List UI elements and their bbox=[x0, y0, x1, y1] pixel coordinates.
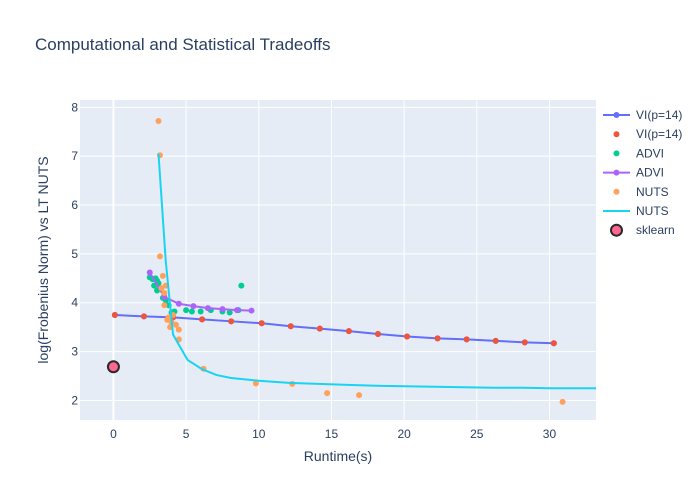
data-point bbox=[197, 308, 204, 315]
x-tick-label: 30 bbox=[543, 427, 557, 441]
data-point bbox=[324, 390, 331, 397]
data-point bbox=[161, 302, 168, 309]
legend-item[interactable]: NUTS bbox=[613, 185, 669, 199]
x-tick-label: 0 bbox=[110, 427, 117, 441]
data-point bbox=[248, 307, 255, 314]
x-tick-label: 20 bbox=[397, 427, 411, 441]
y-tick-label: 6 bbox=[71, 198, 78, 212]
series-line bbox=[114, 313, 554, 345]
data-point bbox=[158, 285, 165, 292]
y-tick-label: 5 bbox=[71, 247, 78, 261]
data-point bbox=[434, 335, 441, 342]
plot-background bbox=[80, 100, 596, 420]
x-tick-label: 10 bbox=[252, 427, 266, 441]
data-point bbox=[404, 333, 411, 340]
legend-swatch-marker bbox=[613, 169, 620, 176]
data-point bbox=[374, 331, 381, 338]
data-point bbox=[140, 313, 147, 320]
data-point bbox=[345, 328, 352, 335]
y-tick-label: 8 bbox=[71, 100, 78, 114]
chart-title: Computational and Statistical Tradeoffs bbox=[35, 35, 330, 54]
series-6 bbox=[106, 360, 120, 374]
y-tick-label: 7 bbox=[71, 149, 78, 163]
data-point bbox=[226, 309, 233, 316]
series-5 bbox=[157, 153, 596, 390]
data-point bbox=[219, 306, 226, 313]
legend-label: NUTS bbox=[636, 185, 669, 199]
data-point bbox=[204, 305, 211, 312]
data-point bbox=[161, 289, 168, 296]
data-point bbox=[156, 253, 163, 260]
legend-swatch-marker bbox=[613, 131, 620, 138]
data-point bbox=[233, 307, 240, 314]
legend-label: VI(p=14) bbox=[636, 127, 682, 141]
legend-swatch-marker bbox=[613, 188, 620, 195]
y-axis-label: log(Frobenius Norm) vs LT NUTS bbox=[35, 156, 51, 363]
x-axis-label: Runtime(s) bbox=[304, 448, 372, 464]
legend-item[interactable]: NUTS bbox=[603, 204, 669, 218]
legend-item[interactable]: ADVI bbox=[613, 146, 665, 160]
data-point bbox=[190, 303, 197, 310]
data-point bbox=[258, 320, 265, 327]
data-point bbox=[155, 118, 162, 125]
data-point bbox=[463, 336, 470, 343]
legend-label: ADVI bbox=[636, 146, 664, 160]
data-point bbox=[106, 360, 120, 374]
data-point bbox=[252, 380, 259, 387]
data-point bbox=[550, 340, 557, 347]
data-point bbox=[228, 318, 235, 325]
data-point bbox=[175, 300, 182, 307]
data-point bbox=[559, 398, 566, 405]
series-layer bbox=[106, 118, 596, 405]
x-tick-label: 15 bbox=[325, 427, 339, 441]
series-1 bbox=[111, 311, 557, 347]
data-point bbox=[159, 272, 166, 279]
data-point bbox=[287, 323, 294, 330]
data-point bbox=[146, 269, 153, 276]
legend-item[interactable]: VI(p=14) bbox=[613, 127, 683, 141]
legend-label: sklearn bbox=[636, 223, 675, 237]
legend-swatch-marker bbox=[613, 150, 620, 157]
data-point bbox=[111, 311, 118, 318]
x-tick-label: 5 bbox=[183, 427, 190, 441]
y-tick-label: 4 bbox=[71, 296, 78, 310]
y-tick-label: 2 bbox=[71, 393, 78, 407]
data-point bbox=[238, 282, 245, 289]
data-point bbox=[183, 307, 190, 314]
legend-item[interactable]: ADVI bbox=[603, 166, 664, 180]
data-point bbox=[316, 325, 323, 332]
legend-item[interactable]: sklearn bbox=[610, 223, 675, 237]
x-tick-label: 25 bbox=[470, 427, 484, 441]
data-point bbox=[165, 314, 172, 321]
data-point bbox=[492, 337, 499, 344]
series-3 bbox=[146, 269, 255, 314]
y-tick-label: 3 bbox=[71, 345, 78, 359]
legend-label: VI(p=14) bbox=[636, 108, 682, 122]
data-point bbox=[188, 308, 195, 315]
legend-item[interactable]: VI(p=14) bbox=[603, 108, 682, 122]
tick-labels: 0 5 10 15 20 25 30 2 3 4 5 6 7 8 bbox=[71, 100, 556, 441]
series-line bbox=[157, 153, 596, 390]
legend[interactable]: VI(p=14) VI(p=14) ADVI ADVI NUTS NUTS sklearn bbox=[603, 108, 682, 237]
legend-label: NUTS bbox=[636, 204, 669, 218]
data-point bbox=[199, 316, 206, 323]
data-point bbox=[175, 326, 182, 333]
data-point bbox=[356, 392, 363, 399]
data-point bbox=[172, 321, 179, 328]
data-point bbox=[521, 339, 528, 346]
legend-label: ADVI bbox=[636, 166, 664, 180]
legend-swatch-marker bbox=[610, 223, 623, 237]
legend-swatch-marker bbox=[613, 112, 620, 118]
